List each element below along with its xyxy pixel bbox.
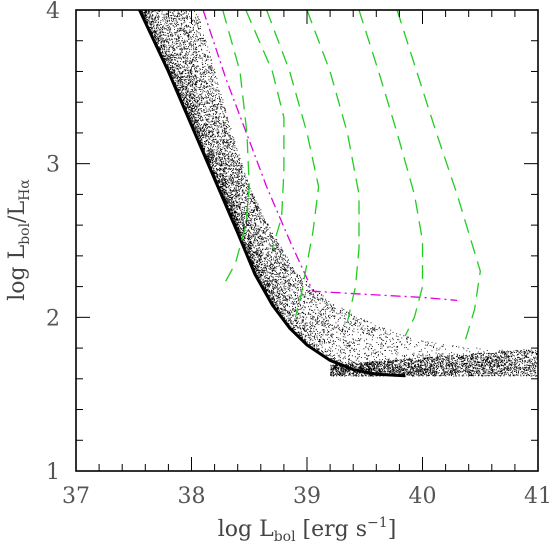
scatter-point-cloud [139, 10, 538, 377]
x-tick-label: 37 [62, 484, 90, 509]
x-tick-label: 38 [178, 484, 206, 509]
y-tick-label: 1 [46, 460, 60, 485]
green-dashed-curve-5 [358, 10, 424, 337]
green-dashed-curve-6 [396, 10, 481, 349]
y-tick-label: 2 [46, 306, 60, 331]
model-curves [202, 10, 481, 349]
x-axis-title: log Lbol [erg s−1] [218, 515, 397, 545]
tick-labels: 37 38 39 40 41 1 2 3 4 [46, 0, 552, 509]
y-tick-label: 4 [46, 0, 60, 24]
y-tick-label: 3 [46, 153, 60, 178]
green-dashed-curve-4 [306, 10, 360, 323]
scatter-lower-edge [138, 10, 406, 378]
plot-frame [75, 9, 539, 472]
x-tick-label: 41 [524, 484, 552, 509]
magenta-dashdot-curve [202, 10, 458, 302]
green-dashed-curve-2 [245, 10, 285, 249]
x-tick-label: 39 [293, 484, 321, 509]
scatter-points [138, 10, 538, 378]
axis-ticks [75, 9, 539, 472]
green-dashed-curve-1 [222, 10, 250, 287]
y-axis-title: log Lbol/LHα [5, 179, 33, 301]
x-tick-label: 40 [409, 484, 437, 509]
green-dashed-curve-3 [265, 10, 320, 318]
